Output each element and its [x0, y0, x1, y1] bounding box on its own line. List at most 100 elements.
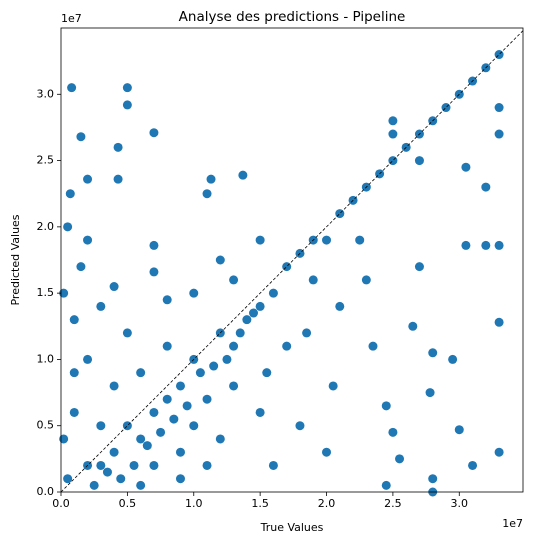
point: [414, 156, 424, 166]
point: [59, 288, 69, 298]
point: [175, 474, 185, 484]
point: [96, 421, 106, 431]
point: [136, 480, 146, 490]
point: [149, 407, 159, 417]
point: [122, 328, 132, 338]
point: [175, 447, 185, 457]
point: [494, 317, 504, 327]
point: [67, 83, 77, 93]
point: [368, 341, 378, 351]
point: [109, 282, 119, 292]
point: [494, 240, 504, 250]
point: [149, 128, 159, 138]
chart-title: Analyse des predictions - Pipeline: [179, 9, 406, 25]
point: [69, 368, 79, 378]
point: [102, 467, 112, 477]
point: [255, 301, 265, 311]
point: [335, 301, 345, 311]
point: [113, 142, 123, 152]
point: [83, 174, 93, 184]
x-tick-label: 1.5: [251, 497, 269, 510]
point: [63, 474, 73, 484]
point: [156, 427, 166, 437]
point: [388, 427, 398, 437]
point: [229, 341, 239, 351]
x-tick-label: 1.0: [185, 497, 203, 510]
point: [302, 328, 312, 338]
point: [122, 100, 132, 110]
y-tick-label: 1.5: [37, 286, 55, 299]
point: [202, 189, 212, 199]
x-tick-label: 0.5: [119, 497, 137, 510]
point: [116, 474, 126, 484]
point: [206, 174, 216, 184]
point: [255, 407, 265, 417]
point: [169, 414, 179, 424]
point: [162, 295, 172, 305]
point: [408, 321, 418, 331]
x-tick-label: 3.0: [451, 497, 469, 510]
plot-frame: [60, 27, 524, 493]
point: [76, 262, 86, 272]
point: [242, 315, 252, 325]
x-tick-label: 2.0: [318, 497, 336, 510]
point: [262, 368, 272, 378]
point: [149, 267, 159, 277]
x-tick-label: 0.0: [52, 497, 70, 510]
point: [142, 441, 152, 451]
point: [162, 341, 172, 351]
y-tick-label: 2.0: [37, 220, 55, 233]
point: [481, 240, 491, 250]
point: [322, 447, 332, 457]
point: [65, 189, 75, 199]
point: [63, 222, 73, 232]
point: [182, 401, 192, 411]
point: [282, 262, 292, 272]
point: [255, 235, 265, 245]
point: [122, 83, 132, 93]
point: [494, 129, 504, 139]
point: [76, 132, 86, 142]
point: [428, 474, 438, 484]
point: [441, 103, 451, 113]
point: [109, 447, 119, 457]
point: [109, 381, 119, 391]
point: [235, 328, 245, 338]
point: [136, 434, 146, 444]
point: [494, 103, 504, 113]
point: [59, 434, 69, 444]
point: [468, 460, 478, 470]
point: [461, 240, 471, 250]
point: [388, 156, 398, 166]
point: [395, 454, 405, 464]
y-tick-label: 2.5: [37, 154, 55, 167]
point: [229, 381, 239, 391]
point: [268, 288, 278, 298]
point: [461, 162, 471, 172]
point: [149, 460, 159, 470]
y-tick-label: 1.0: [37, 352, 55, 365]
point: [355, 235, 365, 245]
point: [136, 368, 146, 378]
y-axis-label: Predicted Values: [9, 214, 22, 305]
point: [69, 407, 79, 417]
point: [481, 182, 491, 192]
y-tick-label: 0.5: [37, 419, 55, 432]
point: [381, 401, 391, 411]
point: [175, 381, 185, 391]
y-tick-label: 3.0: [37, 87, 55, 100]
point: [122, 421, 132, 431]
point: [361, 275, 371, 285]
point: [215, 434, 225, 444]
point: [89, 480, 99, 490]
point: [229, 275, 239, 285]
point: [454, 425, 464, 435]
point: [268, 460, 278, 470]
point: [149, 240, 159, 250]
y-tick-label: 0.0: [37, 485, 55, 498]
point: [388, 129, 398, 139]
point: [222, 354, 232, 364]
point: [249, 308, 258, 318]
point: [425, 388, 435, 398]
